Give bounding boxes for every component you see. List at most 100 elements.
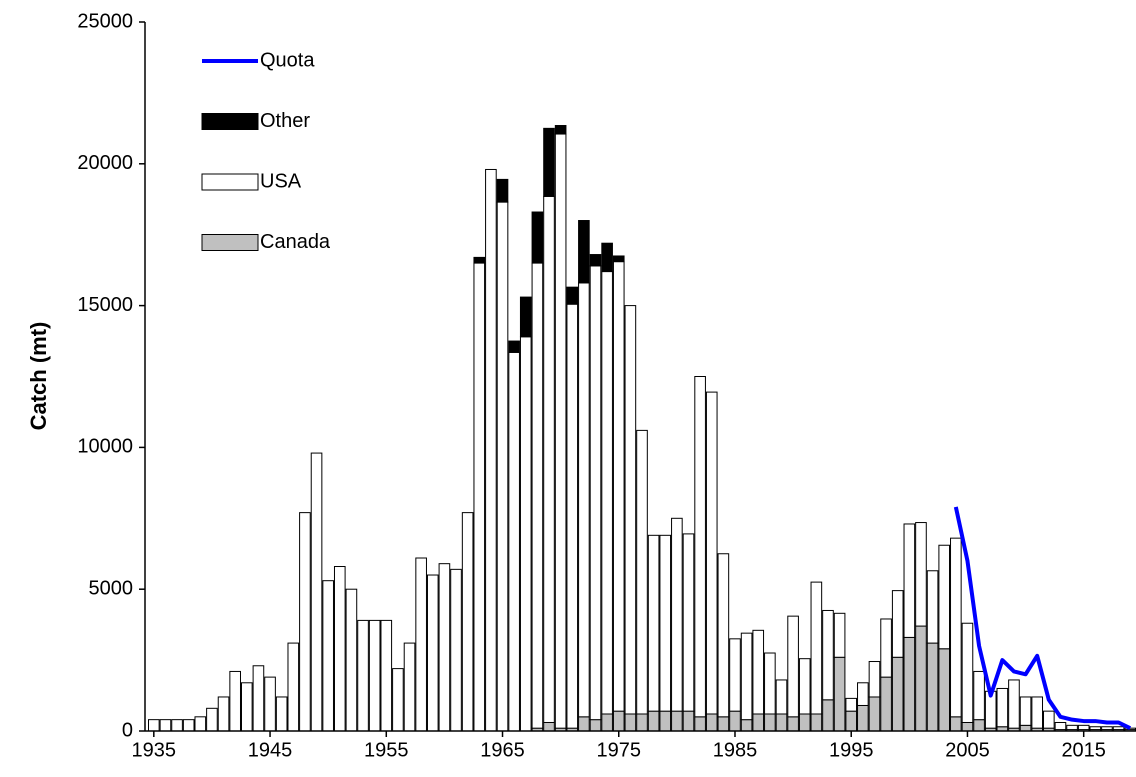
bar-segment (961, 721, 974, 732)
bar-segment (647, 534, 660, 712)
bar-segment (531, 262, 544, 729)
bar-segment (357, 619, 369, 732)
bar-segment (915, 522, 927, 627)
bar-segment (694, 716, 706, 732)
bar-segment (764, 652, 776, 715)
bar-segment (880, 618, 892, 678)
bar-segment (903, 523, 916, 638)
bar-segment (333, 566, 346, 732)
legend-label: USA (260, 170, 302, 192)
bar-segment (973, 670, 985, 721)
bar-segment (810, 581, 823, 715)
bar-segment (519, 336, 532, 732)
bar-segment (589, 254, 602, 267)
bar-segment (671, 517, 683, 712)
bar-segment (612, 261, 625, 712)
bar-segment (206, 707, 218, 732)
bar-segment (543, 195, 555, 723)
bar-segment (822, 699, 834, 732)
bar-segment (729, 710, 741, 732)
bar-segment (636, 429, 648, 715)
bar-segment (1019, 696, 1032, 726)
bar-segment (1089, 726, 1102, 731)
bar-segment (880, 676, 892, 732)
bar-segment (833, 612, 846, 658)
bar-segment (717, 553, 730, 718)
bar-segment (543, 127, 555, 197)
bar-segment (705, 713, 718, 732)
bar-segment (973, 719, 985, 732)
bar-segment (810, 713, 823, 732)
bar-segment (671, 710, 683, 732)
y-tick-label: 25000 (77, 10, 133, 32)
bar-segment (857, 704, 869, 732)
bar-segment (659, 534, 672, 712)
bar-segment (996, 687, 1009, 728)
bar-segment (578, 282, 590, 718)
bar-segment (1054, 721, 1067, 731)
bar-segment (252, 665, 265, 732)
legend-swatch (201, 173, 259, 191)
bar-segment (926, 570, 939, 644)
x-tick-label: 1995 (829, 739, 874, 761)
y-tick-label: 15000 (77, 294, 133, 316)
bar-segment (171, 719, 183, 732)
bar-segment (822, 609, 834, 701)
bar-segment (322, 580, 334, 732)
bar-segment (1077, 724, 1090, 731)
bar-segment (647, 710, 660, 732)
bar-segment (752, 713, 765, 732)
bar-segment (543, 721, 555, 732)
bar-segment (636, 713, 648, 732)
legend-label: Other (260, 110, 310, 132)
bar-segment (1112, 726, 1125, 731)
bar-segment (833, 656, 846, 732)
bar-segment (508, 340, 520, 353)
bar-segment (717, 716, 730, 732)
bar-segment (798, 713, 811, 732)
y-tick-label: 10000 (77, 436, 133, 458)
bar-segment (612, 255, 625, 263)
bar-segment (473, 262, 486, 732)
x-tick-label: 1985 (713, 739, 758, 761)
bar-segment (950, 716, 962, 732)
bar-segment (891, 590, 904, 658)
bar-segment (926, 642, 939, 732)
bar-segment (473, 256, 486, 264)
bar-segment (275, 696, 288, 732)
bar-segment (1043, 710, 1055, 729)
legend-swatch (201, 113, 259, 130)
bar-segment (310, 452, 323, 732)
bar-segment (485, 168, 497, 732)
bar-segment (950, 537, 962, 718)
bar-segment (578, 220, 590, 284)
bar-segment (519, 296, 532, 338)
bar-segment (601, 242, 613, 273)
bar-segment (345, 588, 358, 732)
bar-segment (601, 713, 613, 732)
bar-segment (938, 544, 951, 650)
bar-segment (729, 638, 741, 712)
bar-segment (496, 201, 509, 732)
bar-segment (1066, 724, 1078, 731)
bar-segment (287, 642, 300, 732)
bar-segment (682, 533, 695, 712)
bar-segment (694, 376, 706, 718)
bar-segment (554, 125, 567, 135)
bar-segment (426, 574, 439, 732)
bar-segment (915, 625, 927, 732)
bar-segment (403, 642, 416, 732)
y-tick-label: 20000 (77, 152, 133, 174)
bar-segment (182, 719, 195, 732)
bar-segment (845, 710, 858, 732)
bar-segment (1008, 679, 1020, 729)
bar-segment (159, 719, 172, 732)
bar-segment (229, 670, 241, 732)
bar-segment (740, 632, 753, 721)
x-tick-label: 2005 (945, 739, 990, 761)
bar-segment (450, 568, 462, 732)
bar-segment (578, 716, 590, 732)
bar-segment (682, 710, 695, 732)
bar-segment (1101, 726, 1113, 731)
bar-segment (601, 271, 613, 715)
